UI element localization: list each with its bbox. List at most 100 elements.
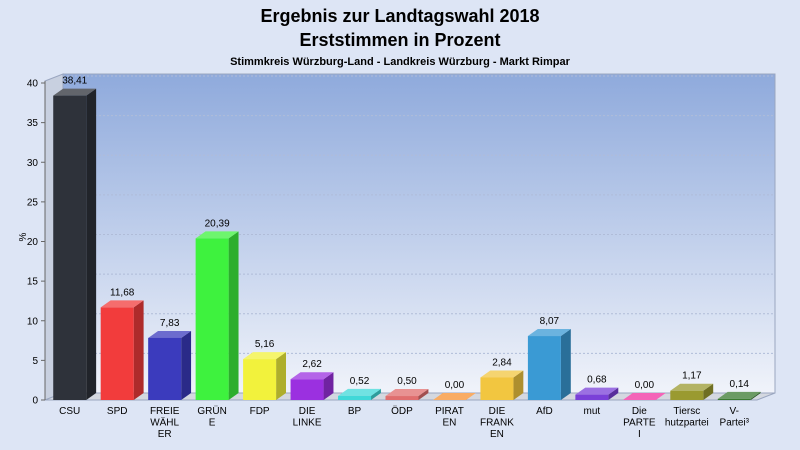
bar-top xyxy=(243,352,286,360)
bar-top xyxy=(480,370,524,378)
bar-top xyxy=(432,393,476,400)
bar-series: 38,41 CSU 11,68 SPD 7,83 FREIE WÄHL ER 20,39 GRÜN… xyxy=(53,76,761,440)
x-tick-label: PIRAT EN xyxy=(435,406,464,429)
data-label: 0,52 xyxy=(350,376,370,387)
chart-title: Ergebnis zur Landtagswahl 2018 xyxy=(260,6,539,26)
bar-side xyxy=(703,383,714,400)
bar xyxy=(717,391,761,400)
bar-side xyxy=(276,352,286,400)
bar xyxy=(622,393,666,400)
x-tick-label: AfD xyxy=(536,406,553,417)
y-tick-label: 10 xyxy=(27,316,39,327)
bar-side xyxy=(418,389,429,400)
bar xyxy=(53,88,97,400)
bar-front xyxy=(338,395,372,400)
bar-front xyxy=(527,336,561,400)
x-tick-label-line: hutzpartei xyxy=(665,418,709,429)
bar xyxy=(432,393,476,400)
x-tick-label-line: mut xyxy=(584,406,601,417)
y-tick-label: 30 xyxy=(27,158,39,169)
x-tick-label: DIE FRANK EN xyxy=(480,406,514,440)
data-label: 0,14 xyxy=(730,379,750,390)
bar-side xyxy=(133,300,144,400)
bar-top xyxy=(527,329,571,337)
y-tick-label: 25 xyxy=(27,197,39,208)
x-tick-label: CSU xyxy=(59,406,80,417)
data-label: 2,84 xyxy=(492,357,512,368)
data-label: 2,62 xyxy=(302,359,322,370)
x-tick-label-line: DIE xyxy=(299,406,316,417)
x-tick-label-line: I xyxy=(638,429,641,440)
x-tick-label: V-Partei³ xyxy=(720,406,750,429)
bar-top xyxy=(385,389,429,397)
y-tick-label: 35 xyxy=(27,118,39,129)
bar-front xyxy=(385,396,419,400)
x-tick-label: FREIE WÄHL ER xyxy=(150,406,180,440)
bar xyxy=(670,383,714,400)
bar-front xyxy=(53,95,87,400)
x-tick-label-line: CSU xyxy=(59,406,80,417)
data-label: 0,00 xyxy=(635,380,655,391)
bar-side xyxy=(513,370,524,400)
x-tick-label-line: V- xyxy=(730,406,739,417)
x-tick-label-line: GRÜN xyxy=(197,405,226,417)
x-tick-label-line: EN xyxy=(490,429,504,440)
x-tick-label: GRÜN E xyxy=(197,405,226,429)
bar-front xyxy=(100,307,134,400)
bar-top xyxy=(338,388,381,396)
bar-front xyxy=(290,379,324,400)
bar-side xyxy=(750,391,761,400)
bar-top xyxy=(53,88,97,96)
bar-side xyxy=(371,388,381,400)
x-tick-label-line: Die xyxy=(632,406,647,417)
bar-side xyxy=(181,330,192,400)
x-tick-label-line: SPD xyxy=(107,406,128,417)
data-label: 1,17 xyxy=(682,371,702,382)
bar xyxy=(290,372,334,400)
x-tick-label-line: DIE xyxy=(489,406,506,417)
data-label: 0,00 xyxy=(445,380,465,391)
chart-subtitle: Stimmkreis Würzburg-Land - Landkreis Wür… xyxy=(230,56,571,68)
bar xyxy=(338,388,381,400)
data-label: 5,16 xyxy=(255,339,275,350)
x-tick-label-line: Partei³ xyxy=(720,418,750,429)
y-tick-label: 15 xyxy=(27,277,39,288)
y-tick-label: 0 xyxy=(32,396,38,407)
bar xyxy=(243,352,286,400)
bar xyxy=(480,370,524,400)
x-tick-label-line: LINKE xyxy=(293,418,322,429)
bar-front xyxy=(717,398,751,400)
data-label: 38,41 xyxy=(62,76,87,87)
x-tick-label: SPD xyxy=(107,406,128,417)
bar xyxy=(385,389,429,400)
data-label: 0,50 xyxy=(397,376,417,387)
bar-top xyxy=(290,372,334,380)
x-tick-label-line: ER xyxy=(158,429,172,440)
x-tick-label-line: PARTE xyxy=(623,418,656,429)
bar xyxy=(195,231,239,400)
data-label: 8,07 xyxy=(540,316,560,327)
chart-title-2: Erststimmen in Prozent xyxy=(299,30,500,50)
x-tick-label-line: PIRAT xyxy=(435,406,464,417)
x-tick-label-line: WÄHL xyxy=(150,417,179,429)
x-tick-label-line: E xyxy=(209,418,216,429)
x-tick-label: FDP xyxy=(250,406,270,417)
y-tick-label: 5 xyxy=(32,356,38,367)
bar-side xyxy=(608,387,619,400)
x-tick-label: mut xyxy=(584,406,601,417)
data-label: 7,83 xyxy=(160,318,180,329)
bar xyxy=(575,387,619,400)
y-tick-label: 40 xyxy=(27,79,39,90)
bar-side xyxy=(86,88,97,400)
bar-side xyxy=(560,329,571,400)
bar-front xyxy=(575,394,609,400)
x-tick-label: ÖDP xyxy=(391,405,413,417)
bar-top xyxy=(100,300,144,308)
bar-front xyxy=(480,377,514,400)
bar-top xyxy=(622,393,666,400)
bar-top xyxy=(148,330,192,338)
x-tick-label-line: AfD xyxy=(536,406,553,417)
x-tick-label: BP xyxy=(348,406,362,417)
x-tick-label-line: ÖDP xyxy=(391,405,413,417)
y-axis-label: % xyxy=(18,232,29,241)
